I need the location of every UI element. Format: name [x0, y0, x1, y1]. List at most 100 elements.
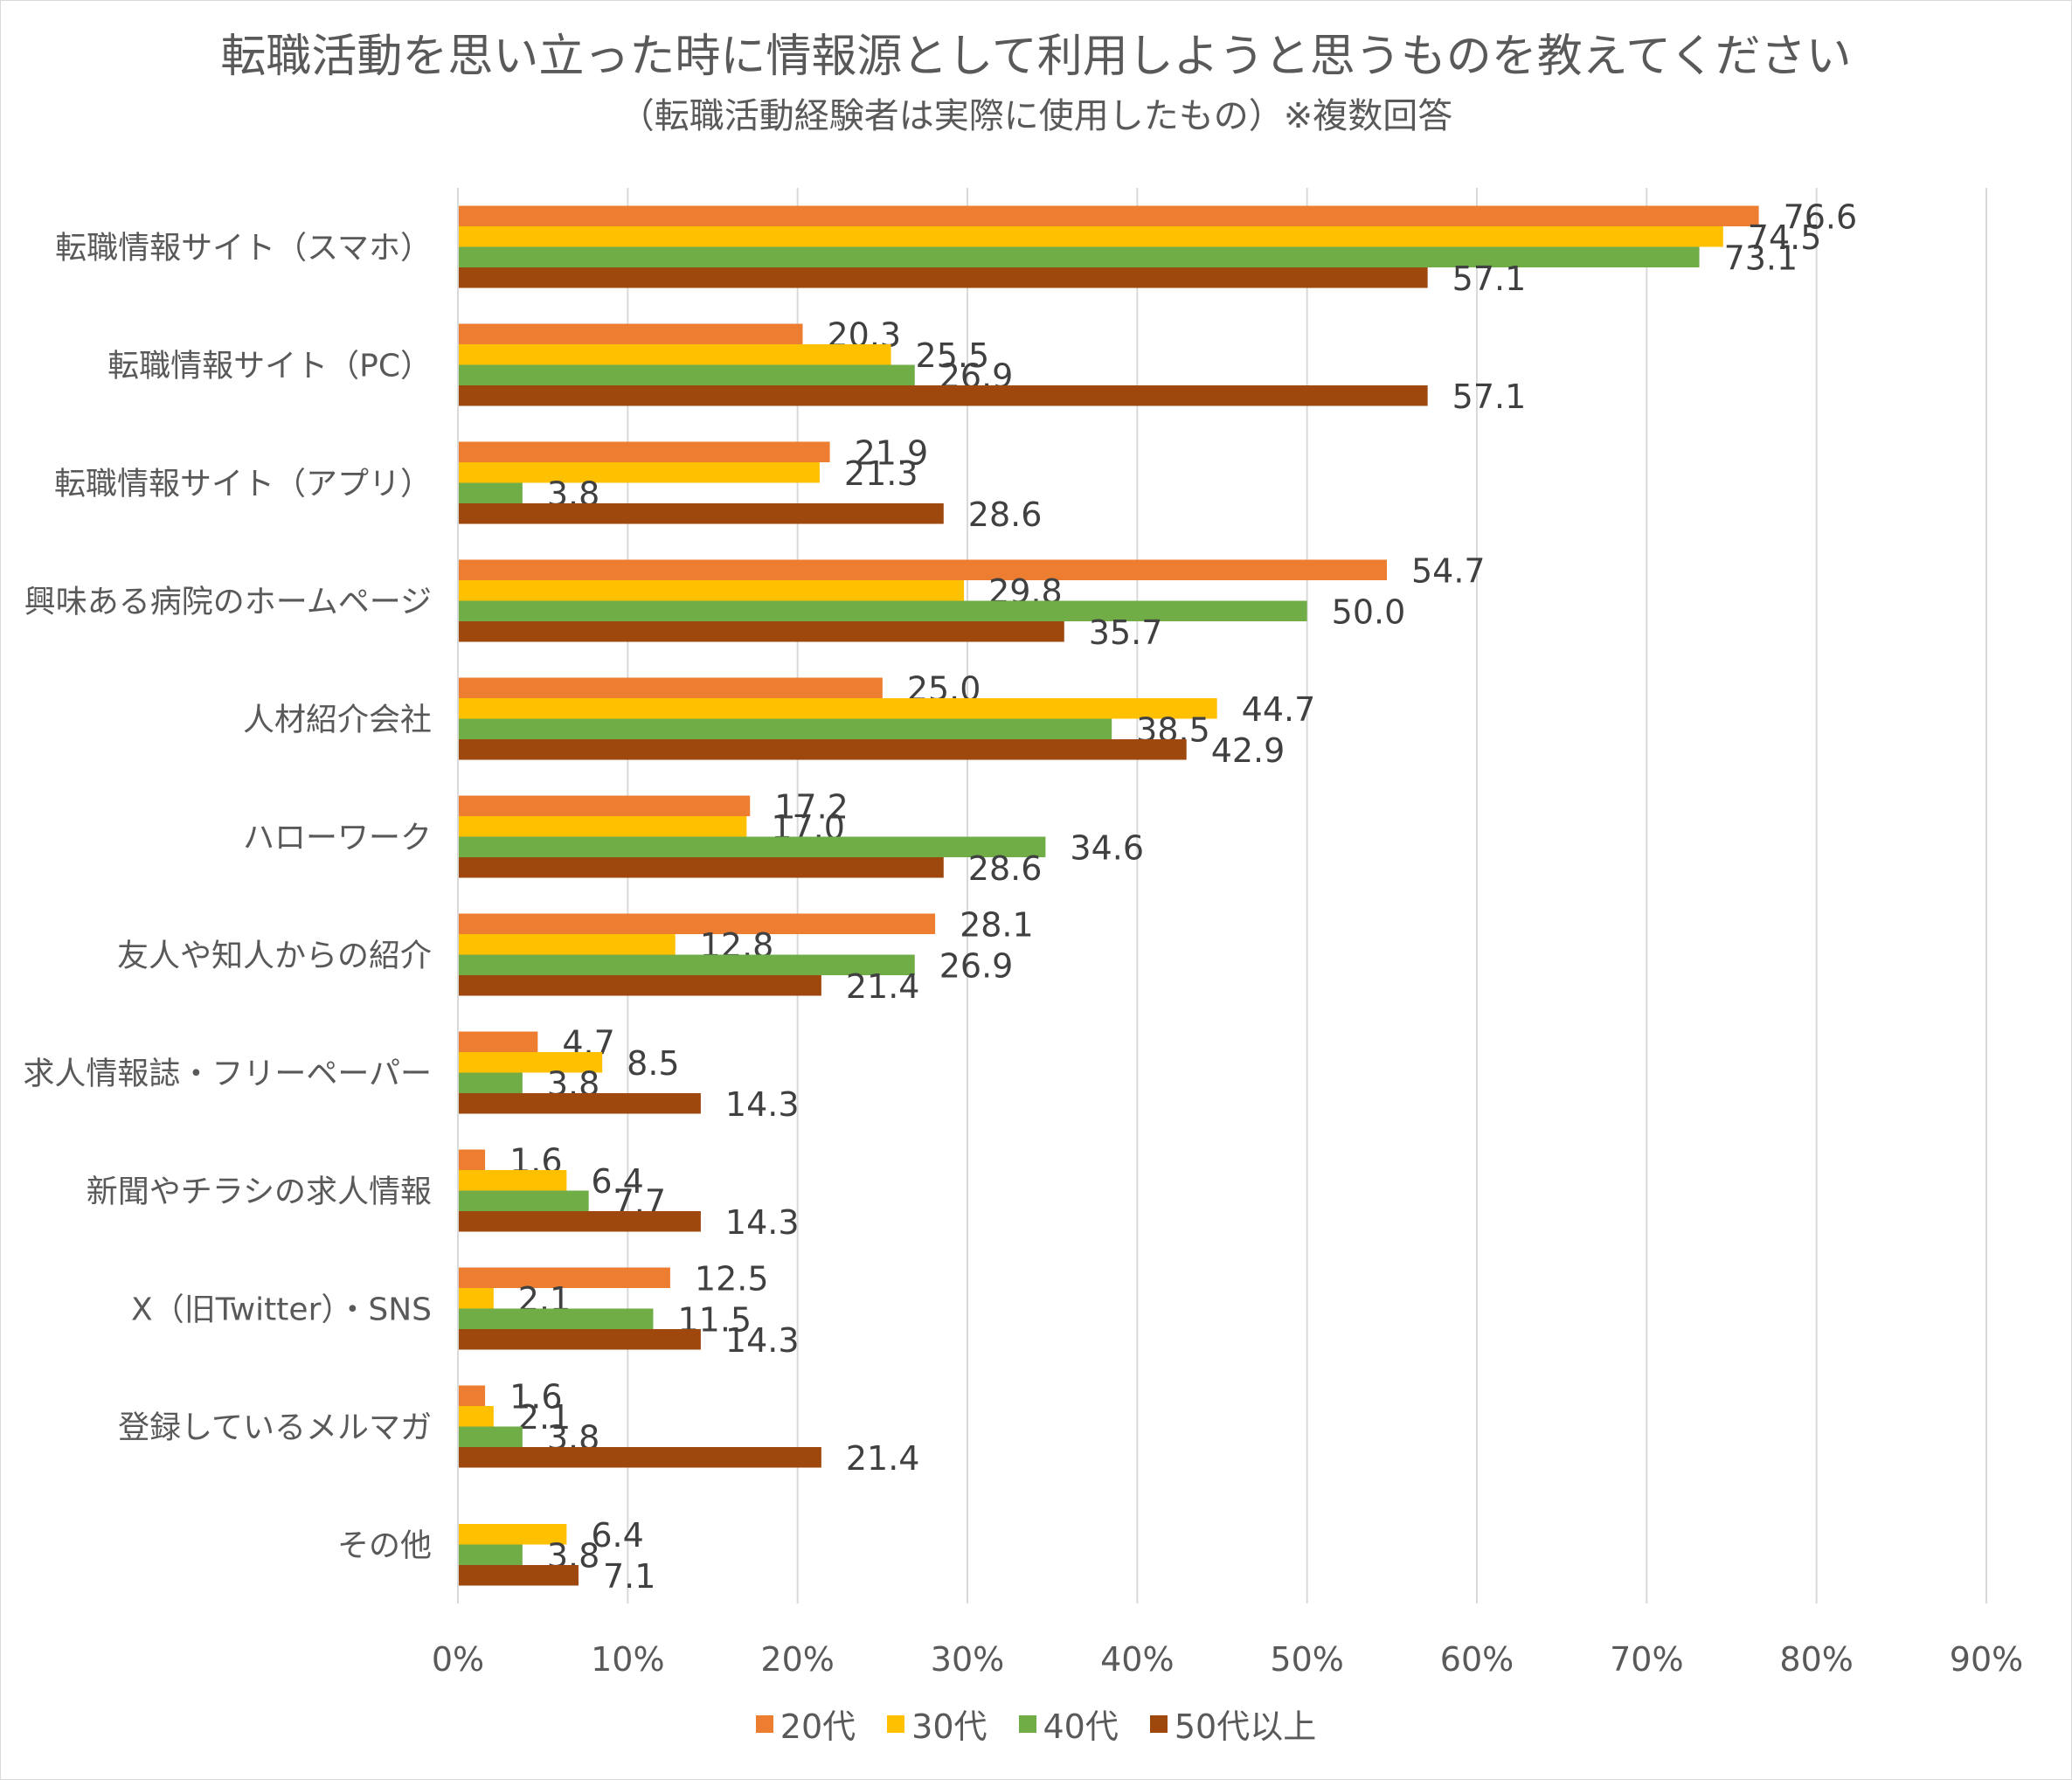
- x-tick-label: 40%: [1100, 1640, 1174, 1679]
- x-tick-label: 0%: [432, 1640, 484, 1679]
- data-label: 12.5: [695, 1259, 769, 1298]
- legend-item: 20代: [755, 1700, 856, 1748]
- category-label: 転職情報サイト（アプリ）: [54, 467, 432, 502]
- data-label: 2.1: [518, 1398, 571, 1437]
- bar: [458, 698, 1217, 719]
- bar: [458, 441, 830, 462]
- bar: [458, 1072, 523, 1093]
- x-tick-label: 70%: [1610, 1640, 1683, 1679]
- bar: [458, 1267, 670, 1288]
- x-tick-label: 50%: [1270, 1640, 1343, 1679]
- data-label: 42.9: [1211, 731, 1285, 770]
- data-label: 14.3: [725, 1085, 800, 1124]
- data-label: 21.4: [846, 1439, 920, 1478]
- category-label: X（旧Twitter）・SNS: [131, 1292, 432, 1328]
- bar: [458, 857, 944, 878]
- bar: [458, 1149, 486, 1170]
- data-label: 6.4: [591, 1162, 643, 1201]
- data-label: 44.7: [1242, 690, 1316, 729]
- bar: [458, 975, 821, 996]
- bar: [458, 934, 676, 955]
- x-tick-label: 90%: [1950, 1640, 2023, 1679]
- x-tick-label: 10%: [591, 1640, 664, 1679]
- bar: [458, 344, 891, 365]
- bar: [458, 1093, 701, 1114]
- category-label: 新聞やチラシの求人情報: [87, 1174, 432, 1210]
- bar: [458, 1190, 589, 1211]
- bar: [458, 385, 1428, 406]
- data-label: 26.9: [939, 946, 1014, 985]
- bar: [458, 1308, 654, 1329]
- legend-swatch: [755, 1714, 773, 1733]
- legend-label: 20代: [780, 1707, 856, 1746]
- bar: [458, 503, 944, 524]
- data-label: 21.9: [855, 433, 929, 472]
- data-label: 25.5: [916, 336, 990, 375]
- data-label: 35.7: [1089, 613, 1163, 652]
- category-label: 人材紹介会社: [243, 703, 432, 738]
- category-label: その他: [337, 1528, 432, 1564]
- bar: [458, 323, 803, 344]
- bar: [458, 580, 965, 601]
- bar: [458, 954, 915, 975]
- bar: [458, 836, 1046, 857]
- bar: [458, 621, 1064, 642]
- data-label: 14.3: [725, 1203, 800, 1242]
- bar: [458, 205, 1759, 226]
- bar: [458, 226, 1723, 247]
- chart-title: 転職活動を思い立った時に情報源として利用しようと思うものを教えてください: [220, 31, 1852, 83]
- bar: [458, 364, 915, 385]
- legend-item: 30代: [887, 1700, 987, 1748]
- data-label: 76.6: [1784, 197, 1858, 236]
- bar: [458, 559, 1388, 580]
- data-label: 21.3: [844, 454, 918, 493]
- bar: [458, 1211, 701, 1232]
- bar: [458, 1524, 567, 1545]
- data-label: 6.4: [591, 1516, 643, 1555]
- data-label: 17.2: [774, 787, 849, 826]
- legend-item: 50代以上: [1149, 1700, 1317, 1748]
- data-label: 28.6: [968, 849, 1043, 888]
- category-label: 友人や知人からの紹介: [117, 938, 432, 974]
- x-tick-label: 30%: [931, 1640, 1004, 1679]
- x-tick-label: 60%: [1440, 1640, 1514, 1679]
- legend-label: 40代: [1043, 1707, 1119, 1746]
- bar: [458, 718, 1112, 739]
- bar: [458, 1385, 486, 1406]
- category-label: ハローワーク: [243, 821, 432, 856]
- bar: [458, 246, 1700, 267]
- data-label: 50.0: [1332, 592, 1406, 631]
- legend: 20代 30代 40代 50代以上: [0, 1700, 2072, 1748]
- chart-subtitle: （転職活動経験者は実際に使用したもの）※複数回答: [619, 96, 1453, 136]
- data-label: 57.1: [1452, 377, 1527, 416]
- bar: [458, 1544, 523, 1565]
- bar: [458, 1329, 701, 1350]
- bar: [458, 482, 523, 503]
- bar: [458, 677, 883, 698]
- bar: [458, 267, 1428, 288]
- legend-label: 50代以上: [1174, 1707, 1317, 1746]
- data-label: 28.6: [968, 495, 1043, 534]
- category-label: 転職情報サイト（スマホ）: [55, 231, 432, 267]
- data-label: 54.7: [1411, 551, 1486, 590]
- x-tick-label: 80%: [1779, 1640, 1853, 1679]
- data-label: 8.5: [627, 1044, 679, 1083]
- category-label: 求人情報誌・フリーペーパー: [23, 1056, 432, 1092]
- data-label: 1.6: [509, 1377, 562, 1416]
- bar: [458, 1031, 538, 1052]
- category-label: 登録しているメルマガ: [118, 1410, 432, 1446]
- bar: [458, 816, 747, 837]
- data-label: 28.1: [960, 905, 1034, 944]
- data-label: 14.3: [725, 1321, 800, 1360]
- bar: [458, 795, 751, 816]
- category-label: 転職情報サイト（PC）: [107, 349, 432, 384]
- bar: [458, 1426, 523, 1447]
- bar: [458, 739, 1187, 760]
- data-label: 57.1: [1452, 260, 1527, 298]
- data-label: 21.4: [846, 967, 920, 1006]
- data-label: 74.5: [1748, 218, 1822, 257]
- bar: [458, 462, 820, 483]
- category-label: 興味ある病院のホームページ: [24, 585, 432, 620]
